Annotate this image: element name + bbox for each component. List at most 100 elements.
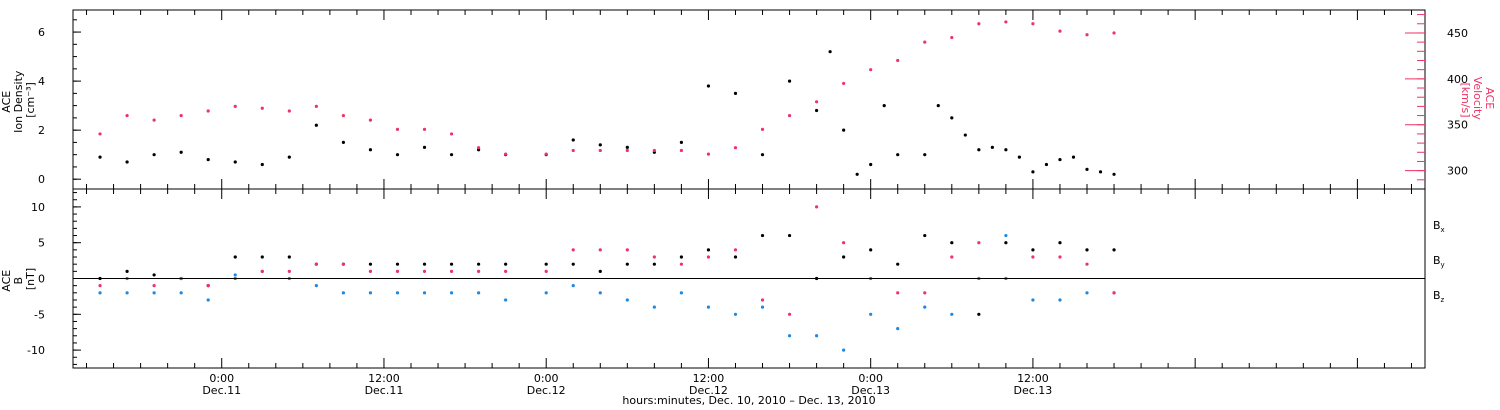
data-point <box>368 118 373 122</box>
data-point <box>760 298 765 302</box>
data-point <box>125 291 129 295</box>
data-point <box>706 248 711 252</box>
data-point <box>1085 33 1089 37</box>
data-point <box>706 305 711 309</box>
x-tick-date: Dec.12 <box>689 384 728 397</box>
bottom-left-tick-label: -5 <box>34 308 45 321</box>
bottom-left-axis-title-line2: B <box>12 277 25 285</box>
data-point <box>869 312 873 316</box>
data-point <box>449 132 454 136</box>
legend-by: By <box>1433 254 1445 269</box>
x-tick-date: Dec.11 <box>202 384 241 397</box>
data-point <box>544 152 548 156</box>
data-point <box>1031 248 1035 252</box>
data-point <box>98 291 102 295</box>
data-point <box>977 22 981 26</box>
x-tick-time: 12:00 <box>368 372 400 385</box>
data-point <box>233 255 237 259</box>
data-point <box>842 128 846 132</box>
data-point <box>706 152 711 156</box>
data-point <box>923 233 927 238</box>
data-point <box>477 146 481 150</box>
data-point <box>869 68 873 72</box>
data-point <box>855 172 859 176</box>
top-left-tick-label: 2 <box>38 124 45 137</box>
data-point <box>1085 167 1089 171</box>
legend-bz-label: B <box>1433 289 1441 302</box>
top-right-tick-label: 400 <box>1447 73 1468 86</box>
data-point <box>98 284 102 288</box>
data-point <box>733 255 738 259</box>
top-left-tick-label: 4 <box>38 75 45 88</box>
data-point <box>950 35 954 40</box>
data-point <box>395 269 400 273</box>
data-point <box>1031 22 1035 26</box>
top-right-tick-label: 350 <box>1447 119 1468 132</box>
data-point <box>206 157 210 162</box>
data-point <box>260 255 264 259</box>
data-point <box>977 241 981 245</box>
legend-bx-label: B <box>1433 219 1441 232</box>
bottom-left-axis-title-line3: [nT] <box>24 268 37 290</box>
top-right-tick-label: 450 <box>1447 27 1468 40</box>
data-point <box>598 269 602 273</box>
data-point <box>449 262 454 266</box>
data-point <box>1058 298 1062 302</box>
legend: Bx By Bz <box>1433 219 1445 304</box>
data-point <box>571 248 575 252</box>
data-point <box>571 284 575 288</box>
data-point <box>422 262 427 266</box>
data-point <box>152 273 156 277</box>
data-point <box>395 291 400 295</box>
data-point <box>98 155 102 159</box>
data-point <box>1004 148 1008 152</box>
data-point <box>287 155 291 159</box>
top-y-left-ticks: 0 2 4 6 <box>38 19 81 186</box>
x-axis-title: hours:minutes, Dec. 10, 2010 – Dec. 13, … <box>622 394 875 407</box>
data-point <box>504 298 508 302</box>
legend-bx: Bx <box>1433 219 1445 234</box>
data-point <box>422 291 427 295</box>
data-point <box>341 140 345 145</box>
series-bx <box>98 233 1116 316</box>
data-point <box>287 109 291 113</box>
data-point <box>679 255 684 259</box>
series-velocity <box>98 20 1116 156</box>
data-point <box>395 127 400 131</box>
x-axis-ticks <box>86 10 1412 368</box>
data-point <box>206 109 210 113</box>
data-point <box>625 145 629 149</box>
data-point <box>504 269 508 273</box>
top-left-tick-label: 0 <box>38 173 45 186</box>
data-point <box>544 262 548 266</box>
data-point <box>896 262 900 266</box>
data-point <box>98 132 102 136</box>
data-point <box>1112 31 1116 35</box>
data-point <box>395 262 400 266</box>
top-panel: 0 2 4 6 300 350 400 450 ACE Ion Density [cm⁻³]… <box>0 9 1496 190</box>
data-point <box>598 248 602 252</box>
x-tick-date: Dec.13 <box>1014 384 1053 397</box>
data-point <box>990 145 994 149</box>
data-point <box>598 291 602 295</box>
bottom-left-tick-label: -10 <box>27 344 45 357</box>
x-tick-time: 0:00 <box>858 372 883 385</box>
data-point <box>787 312 792 316</box>
data-point <box>152 291 156 295</box>
data-point <box>206 298 210 302</box>
data-point <box>652 262 656 266</box>
data-point <box>504 152 508 156</box>
legend-by-label: B <box>1433 254 1441 267</box>
data-point <box>233 273 237 277</box>
x-tick-date: Dec.13 <box>851 384 890 397</box>
data-point <box>341 113 345 118</box>
data-point <box>260 106 264 110</box>
data-point <box>422 269 427 273</box>
data-point <box>1112 291 1116 295</box>
top-right-axis-title-line2: Velocity <box>1471 77 1484 121</box>
data-point <box>1004 20 1008 24</box>
data-point <box>152 284 156 288</box>
x-tick-time: 12:00 <box>693 372 725 385</box>
data-point <box>233 104 237 108</box>
data-point <box>1112 172 1116 176</box>
